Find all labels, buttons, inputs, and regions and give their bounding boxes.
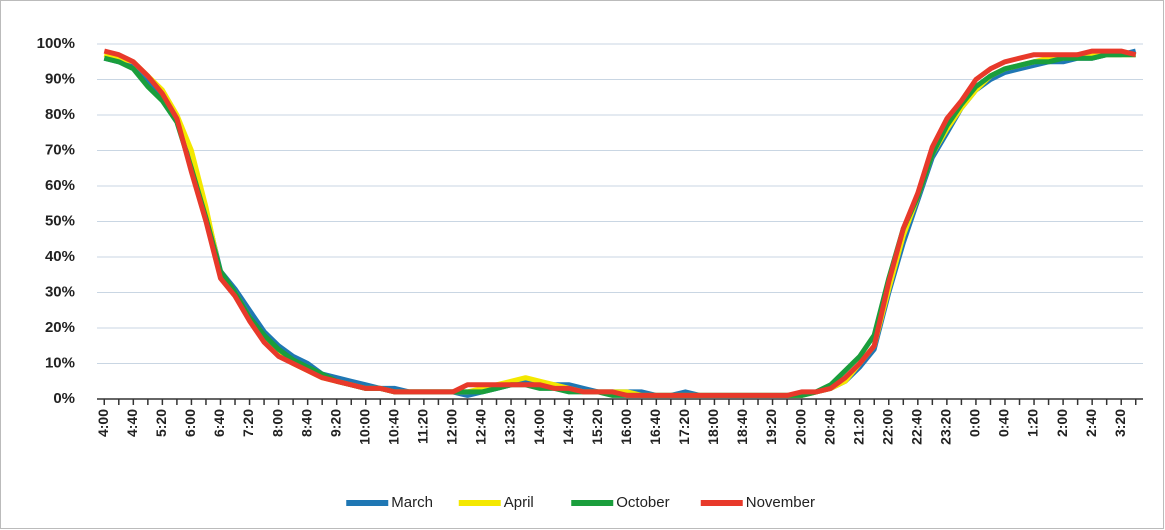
y-tick-label: 10% — [45, 354, 75, 371]
x-tick-label: 22:00 — [879, 409, 895, 445]
x-tick-label: 4:00 — [95, 409, 111, 437]
x-tick-label: 15:20 — [589, 409, 605, 445]
x-tick-label: 20:40 — [821, 409, 837, 445]
y-tick-label: 60% — [45, 177, 75, 194]
legend-label: October — [616, 494, 669, 511]
x-tick-label: 2:40 — [1083, 409, 1099, 437]
x-tick-label: 3:20 — [1112, 409, 1128, 437]
y-tick-label: 50% — [45, 212, 75, 229]
x-tick-label: 16:00 — [618, 409, 634, 445]
y-tick-label: 30% — [45, 283, 75, 300]
x-tick-label: 8:40 — [298, 409, 314, 437]
x-tick-label: 17:20 — [676, 409, 692, 445]
x-tick-label: 1:20 — [1025, 409, 1041, 437]
y-tick-label: 70% — [45, 141, 75, 158]
x-tick-label: 20:00 — [792, 409, 808, 445]
x-tick-label: 23:20 — [938, 409, 954, 445]
x-tick-label: 4:40 — [124, 409, 140, 437]
y-tick-label: 40% — [45, 248, 75, 265]
x-tick-label: 13:20 — [502, 409, 518, 445]
x-tick-label: 14:00 — [531, 409, 547, 445]
x-tick-label: 18:40 — [734, 409, 750, 445]
x-tick-label: 2:00 — [1054, 409, 1070, 437]
x-tick-label: 6:00 — [182, 409, 198, 437]
x-tick-label: 5:20 — [153, 409, 169, 437]
y-tick-label: 20% — [45, 319, 75, 336]
x-tick-label: 18:00 — [705, 409, 721, 445]
x-tick-label: 6:40 — [211, 409, 227, 437]
legend-label: March — [391, 494, 433, 511]
x-tick-label: 22:40 — [909, 409, 925, 445]
x-tick-label: 14:40 — [560, 409, 576, 445]
x-tick-label: 0:00 — [967, 409, 983, 437]
x-tick-label: 16:40 — [647, 409, 663, 445]
x-tick-label: 19:20 — [763, 409, 779, 445]
x-tick-label: 9:20 — [327, 409, 343, 437]
x-tick-label: 10:00 — [356, 409, 372, 445]
series-line — [103, 48, 1137, 398]
x-tick-label: 21:20 — [850, 409, 866, 445]
y-tick-label: 100% — [37, 35, 75, 52]
x-tick-label: 0:40 — [996, 409, 1012, 437]
x-tick-label: 12:00 — [444, 409, 460, 445]
x-tick-label: 12:40 — [473, 409, 489, 445]
x-tick-label: 8:00 — [269, 409, 285, 437]
legend-label: April — [504, 494, 534, 511]
x-tick-label: 10:40 — [386, 409, 402, 445]
x-tick-label: 11:20 — [415, 409, 431, 444]
legend-label: November — [746, 494, 815, 511]
y-tick-label: 90% — [45, 70, 75, 87]
x-tick-label: 7:20 — [240, 409, 256, 437]
y-tick-label: 80% — [45, 106, 75, 123]
y-tick-label: 0% — [53, 390, 75, 407]
